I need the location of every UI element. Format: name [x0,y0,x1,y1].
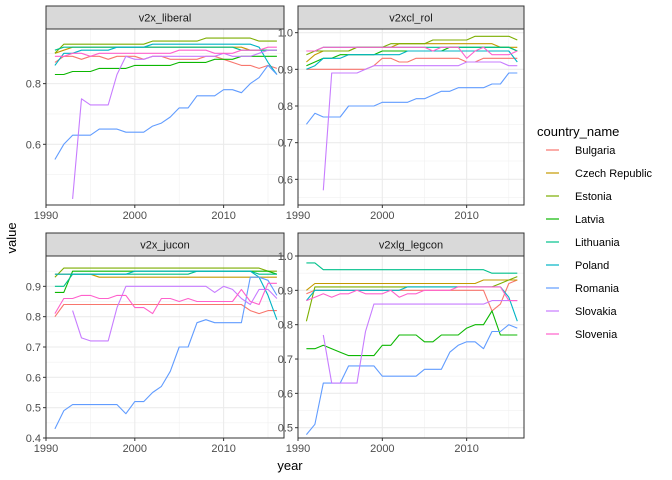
legend-label: Czech Republic [575,168,653,180]
series-line-estonia [54,37,277,54]
series-line-romania [54,276,278,430]
x-tick-label: 2010 [211,210,235,222]
series-line-slovakia [72,285,278,342]
y-tick-label: 0.6 [26,139,41,151]
y-tick-label: 0.6 [26,372,41,384]
panel-background [46,29,284,205]
x-axis-title: year [277,458,303,473]
facet-strip-label: v2xlg_legcon [379,240,443,252]
y-tick-label: 1.0 [278,251,293,263]
x-tick-label: 2010 [454,443,478,455]
legend-item: Slovenia [544,326,618,343]
legend-item: Estonia [544,188,613,205]
series-line-latvia [306,310,518,357]
y-tick-label: 0.5 [26,403,41,415]
legend-item: Latvia [544,211,605,228]
series-line-slovakia [322,61,518,191]
y-tick-label: 0.8 [26,79,41,91]
legend: country_name Bulgaria Czech Republic Eston… [537,124,653,343]
panels-layer: v2x_liberal 1990 2000 2010 0.6 0.8 v2xcl_rol 19… [26,5,525,455]
y-tick-label: 0.8 [26,312,41,324]
series-line-romania [305,324,518,435]
series-line-romania [54,64,278,160]
y-tick-label: 0.9 [26,281,41,293]
panel-border [45,28,285,206]
x-tick-label: 2010 [211,443,235,455]
x-tick-label: 1990 [286,443,310,455]
legend-item: Lithuania [544,234,621,251]
panel-background [298,256,524,438]
legend-item: Poland [544,257,609,274]
series-line-bulgaria [54,303,277,318]
y-tick-label: 0.8 [278,101,293,113]
y-tick-label: 0.6 [278,174,293,186]
legend-item: Romania [544,280,620,297]
series-line-slovenia [306,286,518,302]
panel-border [45,255,285,439]
series-line-lithuania [54,46,277,51]
x-tick-label: 1990 [286,210,310,222]
series-line-estonia [306,35,518,56]
series-line-estonia [54,267,277,278]
facet-strip-label: v2x_jucon [140,240,190,252]
series-line-slovenia [54,46,277,57]
series-line-czech-republic [306,279,518,291]
y-tick-label: 0.5 [278,423,293,435]
panel-v2xlg_legcon: v2xlg_legcon 1990 2000 2010 0.5 0.6 0.7 0.8 0.9 1… [278,232,525,455]
legend-item: Slovakia [544,303,617,320]
y-tick-label: 0.4 [26,433,41,445]
y-tick-label: 0.9 [278,285,293,297]
y-tick-label: 0.7 [278,354,293,366]
panel-v2xcl_rol: v2xcl_rol 1990 2000 2010 0.6 0.7 0.8 0.9 1.0 [278,5,525,222]
y-tick-label: 0.7 [26,342,41,354]
legend-label: Romania [575,283,620,295]
legend-label: Lithuania [575,237,621,249]
legend-label: Bulgaria [575,145,616,157]
legend-label: Estonia [575,191,613,203]
panel-v2x_liberal: v2x_liberal 1990 2000 2010 0.6 0.8 [26,5,285,222]
series-line-poland [54,270,278,320]
series-line-poland [306,50,518,70]
legend-label: Slovakia [575,306,617,318]
legend-item: Czech Republic [544,165,653,182]
panel-v2x_jucon: v2x_jucon 1990 2000 2010 0.4 0.5 0.6 0.7 0.8 0.9 [26,232,285,455]
x-tick-label: 2000 [123,443,147,455]
y-tick-label: 0.8 [278,320,293,332]
x-tick-label: 2000 [370,443,394,455]
legend-item: Bulgaria [544,142,616,159]
series-line-lithuania [306,262,518,274]
y-tick-label: 0.7 [278,138,293,150]
legend-title: country_name [537,124,619,139]
series-line-romania [305,72,518,125]
x-tick-label: 2000 [123,210,147,222]
series-line-bulgaria [306,57,518,70]
legend-label: Poland [575,260,609,272]
x-tick-label: 2010 [454,210,478,222]
series-line-slovenia [306,46,518,59]
x-tick-label: 2000 [370,210,394,222]
y-axis-title: value [4,222,19,253]
series-line-poland [54,43,278,75]
x-tick-label: 1990 [34,210,58,222]
x-tick-label: 1990 [34,443,58,455]
panel-border [297,255,525,439]
legend-label: Slovenia [575,329,618,341]
series-line-slovakia [322,300,518,384]
y-tick-label: 0.9 [278,64,293,76]
facet-strip-label: v2xcl_rol [389,13,432,25]
panel-border [297,28,525,206]
series-line-slovakia [72,49,277,199]
y-tick-label: 1.0 [278,28,293,40]
y-tick-label: 0.6 [278,388,293,400]
legend-label: Latvia [575,214,605,226]
facet-strip-label: v2x_liberal [139,13,192,25]
series-line-slovenia [54,282,277,315]
